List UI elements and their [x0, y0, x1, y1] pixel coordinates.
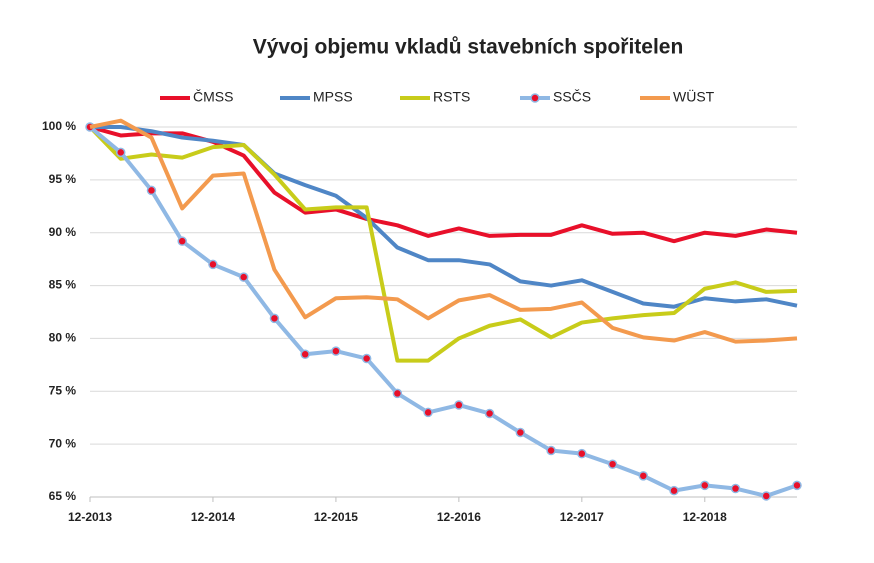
point: [177, 236, 187, 246]
legend-label: MPSS: [313, 89, 353, 105]
y-tick-label: 90 %: [49, 225, 77, 239]
point: [238, 272, 249, 282]
point: [331, 346, 341, 356]
point: [792, 480, 802, 491]
point: [546, 445, 556, 456]
chart-title: Vývoj objemu vkladů stavebních spořitele…: [253, 36, 684, 59]
point: [515, 427, 526, 438]
series-line: [88, 125, 798, 498]
series-line: [89, 125, 798, 244]
legend-label: WÜST: [673, 88, 715, 105]
x-tick-label: 12-2015: [314, 510, 358, 524]
point: [484, 408, 495, 419]
y-tick-label: 100 %: [42, 119, 76, 133]
point: [638, 471, 649, 481]
point: [392, 388, 403, 399]
point: [208, 259, 218, 270]
point: [361, 353, 372, 364]
x-tick-label: 12-2017: [560, 510, 604, 524]
point: [577, 448, 587, 459]
point: [730, 483, 741, 494]
point: [146, 185, 157, 196]
y-tick-label: 85 %: [49, 278, 77, 292]
x-tick-label: 12-2016: [437, 510, 481, 524]
legend-label: RSTS: [433, 89, 470, 105]
point: [761, 491, 772, 501]
x-tick-label: 12-2014: [191, 510, 235, 524]
x-tick-label: 12-2018: [683, 510, 727, 524]
series-line: [88, 125, 798, 363]
y-tick-label: 75 %: [49, 383, 77, 397]
point: [607, 459, 618, 469]
x-tick-label: 12-2013: [68, 510, 112, 524]
point: [669, 485, 679, 496]
point: [115, 147, 126, 158]
legend-label: ČMSS: [193, 89, 233, 105]
y-tick-label: 70 %: [49, 436, 77, 450]
series-line: [89, 118, 798, 344]
series-line: [90, 125, 798, 309]
point: [423, 407, 433, 418]
legend-label: SSČS: [553, 89, 591, 105]
legend-marker: [530, 93, 540, 103]
point: [700, 480, 710, 491]
point: [300, 349, 310, 360]
point: [269, 313, 280, 324]
point: [454, 400, 464, 410]
y-tick-label: 65 %: [49, 489, 77, 503]
y-tick-label: 95 %: [49, 172, 77, 186]
y-tick-label: 80 %: [49, 331, 77, 345]
